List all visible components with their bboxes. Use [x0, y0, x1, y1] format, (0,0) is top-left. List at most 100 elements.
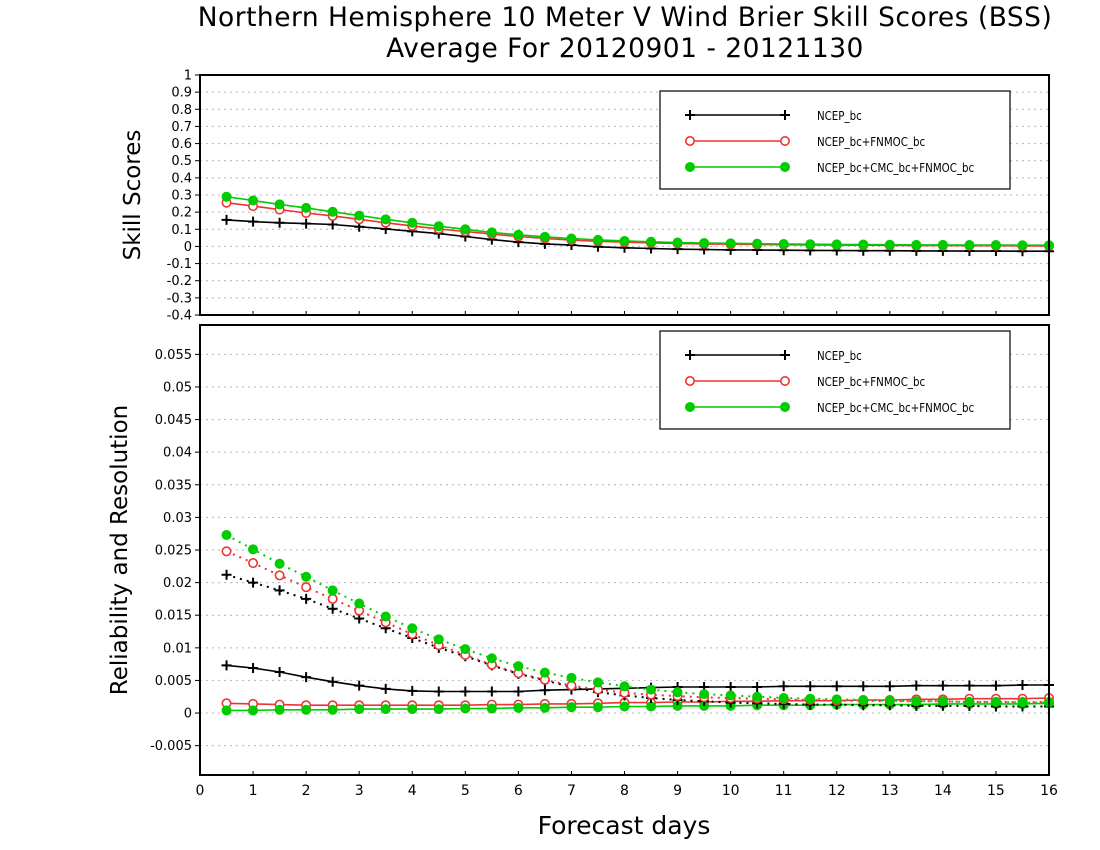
relres-series-2-point: [221, 705, 232, 716]
relres-series-4-line: [226, 550, 1049, 703]
relres-series-5-point: [380, 611, 391, 622]
skill-series-0-point: [248, 216, 259, 227]
relres-series-0-point: [486, 686, 497, 697]
relres-series-0-point: [831, 681, 842, 692]
skill-series-2-point: [539, 231, 550, 242]
relres-series-5-point: [274, 558, 285, 569]
relres-y-tick-label: 0.005: [155, 674, 192, 689]
skill-series-0-point: [274, 217, 285, 228]
relres-series-2-line: [226, 702, 1050, 712]
skill-series-2-point: [964, 240, 975, 251]
relres-series-0-point: [778, 681, 789, 692]
skill-legend-marker: [685, 161, 696, 172]
relres-series-0-point: [805, 681, 816, 692]
skill-series-0-line: [226, 219, 1049, 252]
x-tick-label: 1: [249, 783, 258, 799]
relres-y-tick-label: 0.035: [155, 478, 192, 493]
relres-series-2-point: [248, 705, 259, 716]
skill-series-0-point: [327, 219, 338, 230]
skill-y-tick-label: -0.4: [167, 309, 192, 324]
x-tick-label: 16: [1040, 783, 1058, 799]
skill-series-2-point: [937, 239, 948, 250]
relres-legend-marker: [780, 401, 791, 412]
relres-y-tick-label: 0.015: [155, 609, 192, 624]
skill-series-1-line: [226, 201, 1049, 247]
relres-series-5-line: [226, 534, 1049, 704]
relres-legend-marker: [779, 375, 790, 386]
relres-series-0-point: [725, 681, 736, 692]
chart-title: Northern Hemisphere 10 Meter V Wind Brie…: [197, 2, 1053, 33]
relres-legend-label: NCEP_bc: [817, 348, 862, 363]
skill-series-2-point: [619, 235, 630, 246]
skill-y-tick-label: 0.2: [171, 206, 192, 221]
x-tick-label: 8: [620, 783, 629, 799]
x-tick-label: 4: [408, 783, 417, 799]
relres-legend-marker: [684, 375, 695, 386]
relres-series-0-point: [327, 676, 338, 687]
relres-series-0-point: [354, 680, 365, 691]
skill-series-2-point: [778, 239, 789, 250]
relres-series-5-point: [937, 696, 948, 707]
skill-legend-label: NCEP_bc+CMC_bc+FNMOC_bc: [817, 160, 974, 175]
relres-series-0-point: [274, 666, 285, 677]
relres-series-0-point: [1017, 680, 1028, 690]
skill-series-2-point: [513, 229, 524, 240]
relres-series-0-point: [990, 680, 1001, 691]
relres-series-5-point: [964, 696, 975, 707]
skill-series-2-point: [460, 224, 471, 235]
relres-series-0-point: [248, 663, 259, 674]
skill-series-2-point: [858, 239, 869, 250]
relres-series-0-point: [301, 672, 312, 683]
relres-series-2-point: [539, 702, 550, 713]
skill-series-2-point: [646, 236, 657, 247]
relres-series-5-point: [646, 684, 657, 695]
relres-series-5-point: [619, 681, 630, 692]
relres-frame: [199, 324, 1050, 776]
skill-series-2-point: [486, 227, 497, 238]
relres-series-5-point: [990, 696, 1001, 707]
skill-y-tick-label: -0.1: [167, 257, 192, 272]
x-tick-label: 15: [987, 783, 1005, 799]
relres-legend-marker: [685, 350, 695, 360]
x-tick-label: 12: [828, 783, 846, 799]
relres-series-5-point: [301, 571, 312, 582]
relres-series-5-point: [884, 695, 895, 706]
relres-y-tick-label: 0.055: [155, 348, 192, 363]
skill-y-tick-label: 0: [184, 240, 192, 255]
relres-series-5-point: [433, 634, 444, 645]
skill-y-tick-label: 0.6: [171, 137, 192, 152]
relres-series-5: [221, 530, 1055, 708]
skill-series-2-point: [354, 210, 365, 221]
relres-series-0-point: [433, 686, 444, 697]
relres-series-5-point: [699, 689, 710, 700]
relres-series-5-point: [752, 691, 763, 702]
relres-series-5-point: [1017, 697, 1028, 708]
skill-series-2-point: [884, 239, 895, 250]
skill-legend-marker: [780, 110, 790, 120]
relres-series-0-point: [884, 681, 895, 692]
relres-series-5-point: [831, 694, 842, 705]
skill-series-0: [221, 214, 1054, 257]
relres-series-4-point: [221, 546, 232, 557]
skill-y-tick-label: 0.5: [171, 154, 192, 169]
skill-series-2-point: [221, 191, 232, 202]
relres-series-4-point: [248, 558, 259, 569]
relres-y-tick-label: 0.04: [163, 446, 192, 461]
skill-series-0-point: [221, 214, 232, 225]
x-tick-label: 10: [722, 783, 740, 799]
skill-series-2-point: [672, 237, 683, 248]
relres-y-tick-label: -0.005: [150, 739, 192, 754]
skill-legend: NCEP_bc NCEP_bc+FNMOC_bc NCEP_bc+CMC_bc+FN…: [659, 90, 1011, 190]
x-tick-label: 0: [196, 783, 205, 799]
title-block: Northern Hemisphere 10 Meter V Wind Brie…: [0, 2, 1100, 64]
skill-series-2-point: [327, 206, 338, 217]
skill-y-tick-label: 0.1: [171, 223, 192, 238]
relres-series-5-point: [221, 530, 232, 541]
relres-series-0: [221, 660, 1054, 697]
relres-y-tick-label: 0.02: [163, 576, 192, 591]
relres-series-2-point: [460, 703, 471, 714]
skill-series-2-point: [592, 234, 603, 245]
relres-series-0-point: [964, 680, 975, 691]
relres-legend-box: [659, 330, 1011, 430]
